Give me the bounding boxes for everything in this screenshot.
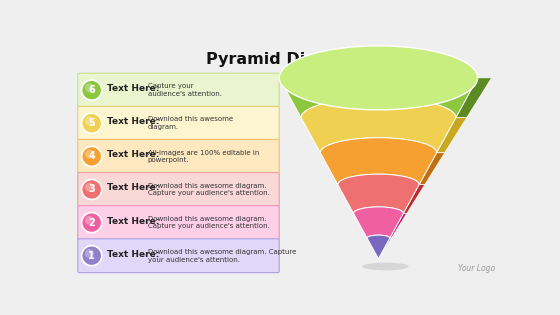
Polygon shape (279, 52, 478, 118)
Text: - 6 Levels: - 6 Levels (297, 52, 379, 67)
Text: 1: 1 (88, 251, 95, 261)
Ellipse shape (279, 46, 478, 110)
FancyBboxPatch shape (78, 206, 279, 239)
Text: Your Logo: Your Logo (458, 264, 494, 273)
Polygon shape (353, 207, 403, 238)
Text: All images are 100% editable in
powerpoint.: All images are 100% editable in powerpoi… (147, 150, 259, 163)
Text: 6: 6 (88, 85, 95, 95)
Text: Text Here:: Text Here: (107, 150, 160, 159)
Polygon shape (456, 78, 492, 118)
Polygon shape (390, 213, 407, 238)
Text: Capture your
audience's attention.: Capture your audience's attention. (147, 83, 222, 97)
Circle shape (82, 213, 102, 232)
Circle shape (82, 246, 102, 266)
Text: Text Here:: Text Here: (107, 117, 160, 126)
Text: 3: 3 (88, 185, 95, 194)
Text: Text Here:: Text Here: (107, 183, 160, 192)
Polygon shape (437, 118, 466, 153)
Circle shape (85, 83, 94, 92)
Text: 4: 4 (88, 152, 95, 161)
Polygon shape (367, 235, 390, 259)
Circle shape (85, 183, 94, 192)
FancyBboxPatch shape (78, 173, 279, 206)
Circle shape (82, 113, 102, 133)
Circle shape (85, 216, 94, 225)
FancyBboxPatch shape (78, 239, 279, 273)
Text: Download this awesome diagram.
Capture your audience's attention.: Download this awesome diagram. Capture y… (147, 183, 269, 196)
FancyBboxPatch shape (78, 106, 279, 140)
Text: Text Here:: Text Here: (107, 250, 160, 259)
Polygon shape (379, 238, 391, 259)
Polygon shape (403, 185, 425, 213)
Circle shape (85, 117, 94, 125)
Text: Pyramid Diagram: Pyramid Diagram (206, 52, 362, 67)
Text: Download this awesome diagram. Capture
your audience's attention.: Download this awesome diagram. Capture y… (147, 249, 296, 263)
Text: Download this awesome diagram.
Capture your audience's attention.: Download this awesome diagram. Capture y… (147, 216, 269, 229)
Circle shape (82, 80, 102, 100)
Text: 5: 5 (88, 118, 95, 128)
Circle shape (85, 150, 94, 158)
Text: Text Here:: Text Here: (107, 216, 160, 226)
Circle shape (82, 180, 102, 199)
Polygon shape (419, 153, 445, 185)
Circle shape (82, 146, 102, 166)
Polygon shape (338, 174, 419, 213)
Polygon shape (320, 138, 437, 185)
Polygon shape (301, 98, 456, 153)
FancyBboxPatch shape (78, 140, 279, 173)
Text: 2: 2 (88, 218, 95, 228)
Text: Text Here:: Text Here: (107, 84, 160, 93)
Circle shape (85, 249, 94, 258)
Text: Download this awesome
diagram.: Download this awesome diagram. (147, 117, 232, 130)
Ellipse shape (362, 263, 409, 270)
FancyBboxPatch shape (78, 73, 279, 107)
